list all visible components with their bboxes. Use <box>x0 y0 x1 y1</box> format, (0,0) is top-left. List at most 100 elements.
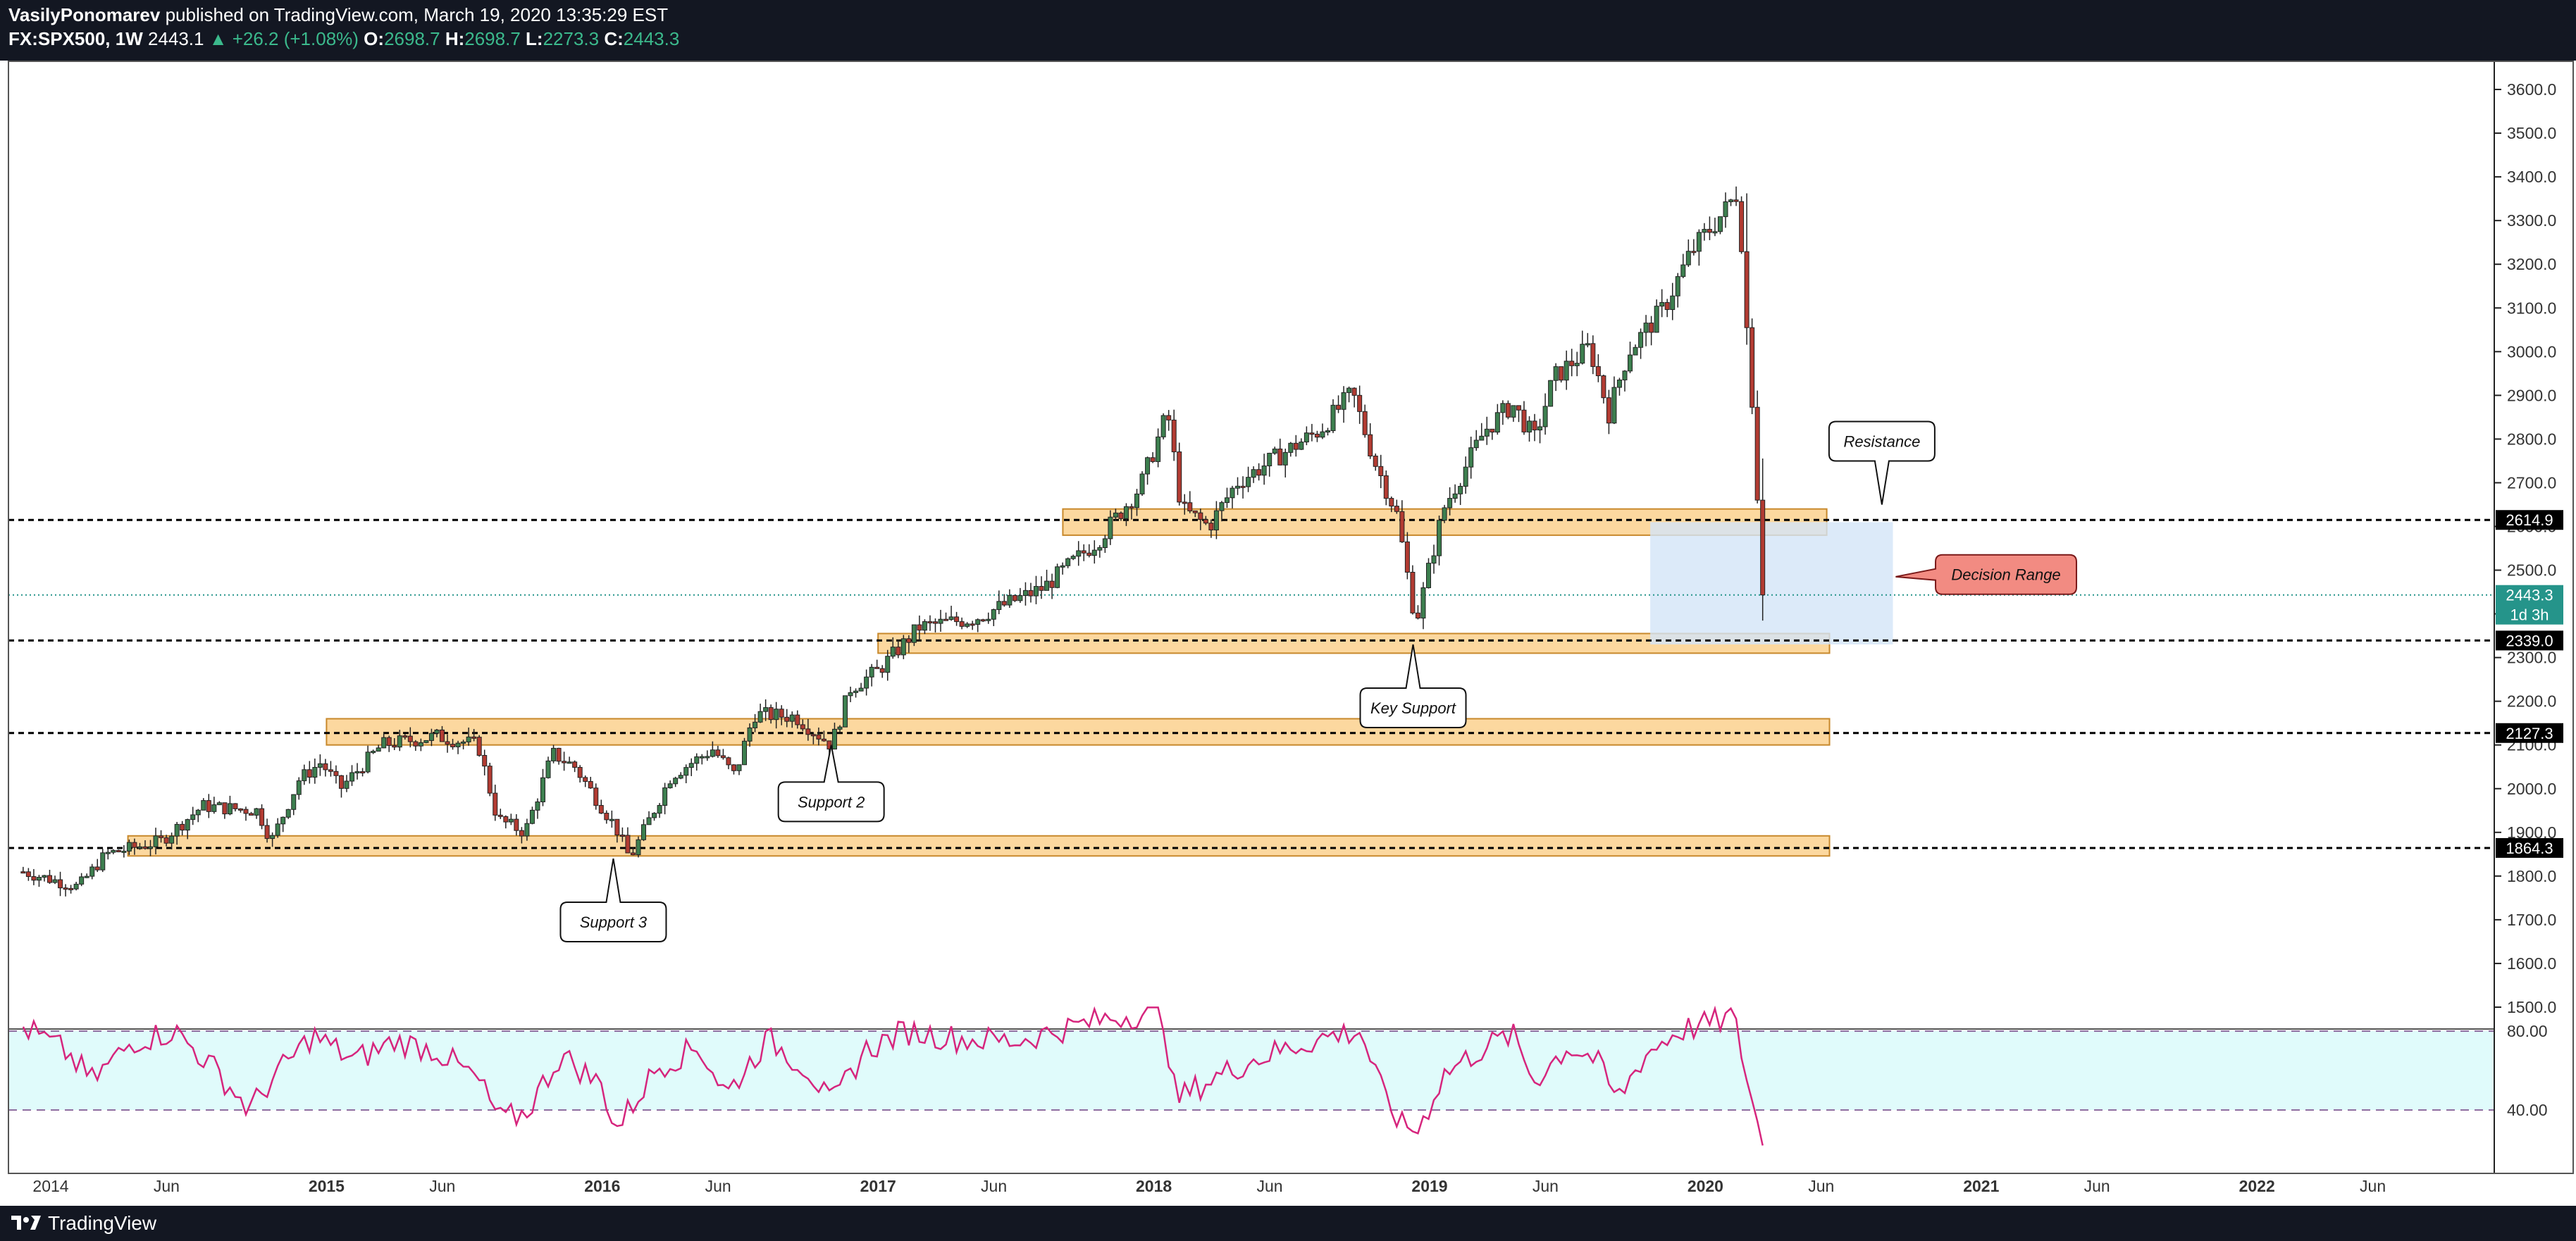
price-candle[interactable] <box>710 741 715 758</box>
price-candle[interactable] <box>991 609 996 626</box>
price-candle[interactable] <box>996 590 1002 615</box>
price-candle[interactable] <box>105 849 111 860</box>
price-candle[interactable] <box>1723 192 1728 228</box>
price-candle[interactable] <box>291 794 297 816</box>
price-candle[interactable] <box>789 711 795 728</box>
price-candle[interactable] <box>174 821 180 845</box>
price-candle[interactable] <box>94 859 100 873</box>
price-candle[interactable] <box>1754 390 1760 504</box>
price-candle[interactable] <box>497 809 503 819</box>
price-candle[interactable] <box>906 635 912 653</box>
price-candle[interactable] <box>1542 393 1548 435</box>
price-candle[interactable] <box>1070 554 1076 561</box>
price-candle[interactable] <box>843 695 848 728</box>
callout-resistance[interactable]: Resistance <box>1828 420 1936 505</box>
price-candle[interactable] <box>111 849 116 854</box>
price-candle[interactable] <box>428 728 434 747</box>
price-candle[interactable] <box>1559 366 1564 383</box>
price-candle[interactable] <box>1346 386 1352 403</box>
price-candle[interactable] <box>1102 535 1108 553</box>
price-candle[interactable] <box>1203 516 1208 525</box>
price-candle[interactable] <box>911 624 917 647</box>
price-candle[interactable] <box>1468 436 1474 479</box>
price-candle[interactable] <box>1494 404 1500 435</box>
price-candle[interactable] <box>381 732 387 749</box>
price-candle[interactable] <box>1521 401 1527 435</box>
price-candle[interactable] <box>1336 395 1342 413</box>
price-candle[interactable] <box>1156 428 1161 468</box>
price-candle[interactable] <box>922 619 927 635</box>
price-candle[interactable] <box>1166 410 1172 431</box>
price-candle[interactable] <box>1044 569 1050 591</box>
price-candle[interactable] <box>1548 380 1554 407</box>
price-candle[interactable] <box>614 818 620 843</box>
price-candle[interactable] <box>641 819 647 842</box>
price-candle[interactable] <box>259 804 265 830</box>
price-candle[interactable] <box>1420 582 1426 630</box>
price-candle[interactable] <box>1314 430 1320 442</box>
price-candle[interactable] <box>837 725 843 732</box>
price-candle[interactable] <box>1431 544 1437 574</box>
price-candle[interactable] <box>1022 582 1028 606</box>
price-candle[interactable] <box>233 803 238 812</box>
price-candle[interactable] <box>1691 239 1697 256</box>
price-candle[interactable] <box>1585 332 1590 348</box>
price-candle[interactable] <box>142 840 148 850</box>
price-candle[interactable] <box>503 815 509 829</box>
price-candle[interactable] <box>630 847 636 856</box>
price-candle[interactable] <box>445 734 450 753</box>
price-candle[interactable] <box>216 801 222 806</box>
price-candle[interactable] <box>1633 344 1638 356</box>
price-candle[interactable] <box>1712 218 1718 237</box>
price-candle[interactable] <box>1505 400 1511 420</box>
price-candle[interactable] <box>1447 487 1453 516</box>
price-candle[interactable] <box>89 863 95 880</box>
price-candle[interactable] <box>943 612 949 621</box>
price-candle[interactable] <box>1272 447 1277 455</box>
tradingview-brand[interactable]: TradingView <box>48 1212 157 1234</box>
price-candle[interactable] <box>190 806 196 825</box>
price-candle[interactable] <box>1717 216 1723 235</box>
price-candle[interactable] <box>423 740 429 744</box>
price-candle[interactable] <box>954 611 960 626</box>
price-candle[interactable] <box>795 710 800 729</box>
price-candle[interactable] <box>1590 335 1596 375</box>
price-candle[interactable] <box>885 649 891 681</box>
price-candle[interactable] <box>1160 413 1166 439</box>
price-candle[interactable] <box>461 740 466 749</box>
price-candle[interactable] <box>753 713 758 732</box>
price-candle[interactable] <box>1728 199 1734 206</box>
price-candle[interactable] <box>1108 510 1113 545</box>
price-candle[interactable] <box>1118 511 1124 521</box>
price-candle[interactable] <box>800 719 805 732</box>
price-candle[interactable] <box>896 640 901 659</box>
price-candle[interactable] <box>137 842 142 850</box>
price-candle[interactable] <box>1611 376 1617 425</box>
price-candle[interactable] <box>1569 349 1575 377</box>
price-candle[interactable] <box>1001 594 1007 607</box>
price-candle[interactable] <box>476 735 482 757</box>
price-candle[interactable] <box>159 830 164 843</box>
price-candle[interactable] <box>948 606 954 621</box>
price-candle[interactable] <box>1511 405 1516 422</box>
price-candle[interactable] <box>853 688 859 698</box>
price-candle[interactable] <box>1198 509 1203 530</box>
price-candle[interactable] <box>1208 519 1214 538</box>
price-candle[interactable] <box>1680 254 1686 278</box>
price-candle[interactable] <box>598 799 604 814</box>
price-candle[interactable] <box>1134 489 1140 516</box>
price-candle[interactable] <box>47 869 52 884</box>
price-candle[interactable] <box>1224 487 1230 509</box>
price-candle[interactable] <box>354 763 360 780</box>
price-candle[interactable] <box>121 844 127 858</box>
price-candle[interactable] <box>757 704 763 723</box>
price-candle[interactable] <box>1383 470 1389 506</box>
callout-support-2[interactable]: Support 2 <box>777 744 885 823</box>
price-candle[interactable] <box>1654 299 1659 333</box>
price-candle[interactable] <box>413 740 419 752</box>
price-candle[interactable] <box>1017 587 1023 603</box>
price-candle[interactable] <box>482 749 488 775</box>
price-candle[interactable] <box>185 818 190 840</box>
price-candle[interactable] <box>1616 378 1622 396</box>
price-candle[interactable] <box>858 682 864 692</box>
